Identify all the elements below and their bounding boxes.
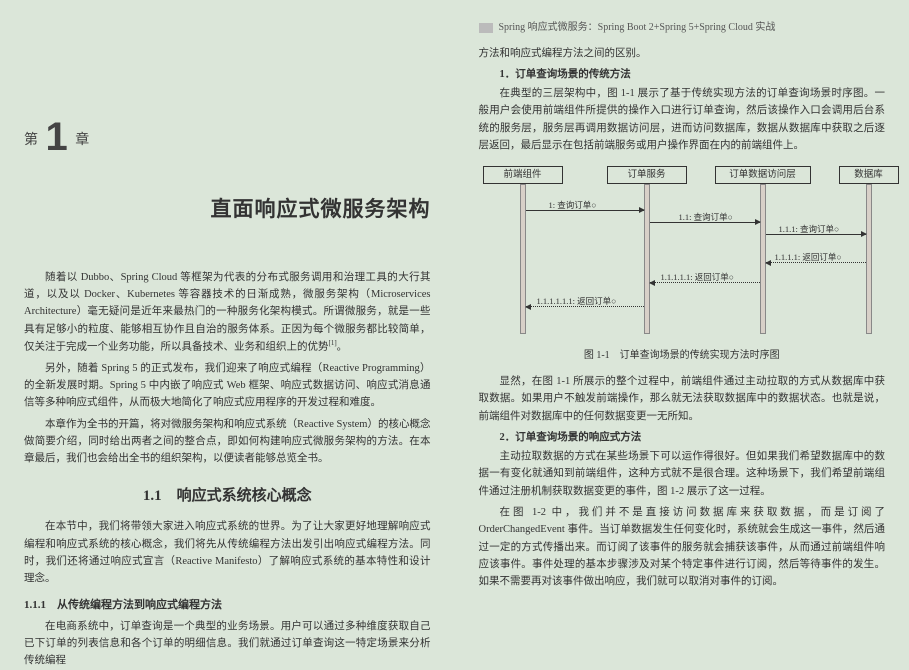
lane-header: 数据库: [839, 166, 899, 184]
subsection-heading-1-1-1: 1.1.1 从传统编程方法到响应式编程方法: [24, 596, 431, 614]
paragraph: 显然，在图 1-1 所展示的整个过程中，前端组件通过主动拉取的方式从数据库中获取…: [479, 373, 886, 425]
chapter-title: 直面响应式微服务架构: [24, 192, 431, 227]
page-left: 第 1 章 直面响应式微服务架构 随着以 Dubbo、Spring Cloud …: [0, 0, 455, 574]
subheading-1: 1．订单查询场景的传统方法: [479, 66, 886, 83]
header-box-icon: [479, 23, 493, 33]
lane-header: 订单服务: [607, 166, 687, 184]
paragraph: 在图 1-2 中，我们并不是直接访问数据库来获取数据，而是订阅了 OrderCh…: [479, 504, 886, 591]
lifeline: [866, 184, 872, 334]
paragraph: 随着以 Dubbo、Spring Cloud 等框架为代表的分布式服务调用和治理…: [24, 269, 431, 356]
paragraph: 本章作为全书的开篇，将对微服务架构和响应式系统（Reactive System）…: [24, 416, 431, 468]
arrow-label: 1.1.1.1.1: 返回订单○: [661, 270, 734, 284]
arrow-label: 1: 查询订单○: [549, 198, 597, 212]
arrow-label: 1.1.1.1: 返回订单○: [775, 250, 842, 264]
lane-header: 订单数据访问层: [715, 166, 811, 184]
paragraph: 方法和响应式编程方法之间的区别。: [479, 45, 886, 62]
paragraph: 主动拉取数据的方式在某些场景下可以运作得很好。但如果我们希望数据库中的数据一有变…: [479, 448, 886, 500]
chapter-suffix: 章: [75, 133, 89, 148]
figure-1-1-sequence-diagram: 前端组件 订单服务 订单数据访问层 数据库 1: 查询订单○ 1.1: 查询订单…: [479, 166, 886, 342]
running-header: Spring 响应式微服务：Spring Boot 2+Spring 5+Spr…: [479, 20, 886, 37]
header-text: Spring 响应式微服务：Spring Boot 2+Spring 5+Spr…: [499, 20, 776, 37]
arrow-label: 1.1: 查询订单○: [679, 210, 733, 224]
paragraph: 在本节中，我们将带领大家进入响应式系统的世界。为了让大家更好地理解响应式编程和响…: [24, 518, 431, 587]
page-right: Spring 响应式微服务：Spring Boot 2+Spring 5+Spr…: [455, 0, 909, 574]
lifeline: [520, 184, 526, 334]
chapter-number: 1: [42, 115, 72, 159]
chapter-marker: 第 1 章: [24, 98, 431, 164]
paragraph: 在电商系统中，订单查询是一个典型的业务场景。用户可以通过多种维度获取自己已下订单…: [24, 618, 431, 670]
paragraph: 在典型的三层架构中，图 1-1 展示了基于传统实现方法的订单查询场景时序图。一般…: [479, 85, 886, 154]
arrow-label: 1.1.1.1.1.1: 返回订单○: [537, 294, 617, 308]
subheading-2: 2．订单查询场景的响应式方法: [479, 429, 886, 446]
paragraph: 另外，随着 Spring 5 的正式发布，我们迎来了响应式编程（Reactive…: [24, 360, 431, 412]
lifeline: [760, 184, 766, 334]
arrow-label: 1.1.1: 查询订单○: [779, 222, 840, 236]
figure-caption: 图 1-1 订单查询场景的传统实现方法时序图: [479, 348, 886, 365]
section-heading-1-1: 1.1 响应式系统核心概念: [24, 484, 431, 509]
chapter-prefix: 第: [24, 133, 38, 148]
lane-header: 前端组件: [483, 166, 563, 184]
